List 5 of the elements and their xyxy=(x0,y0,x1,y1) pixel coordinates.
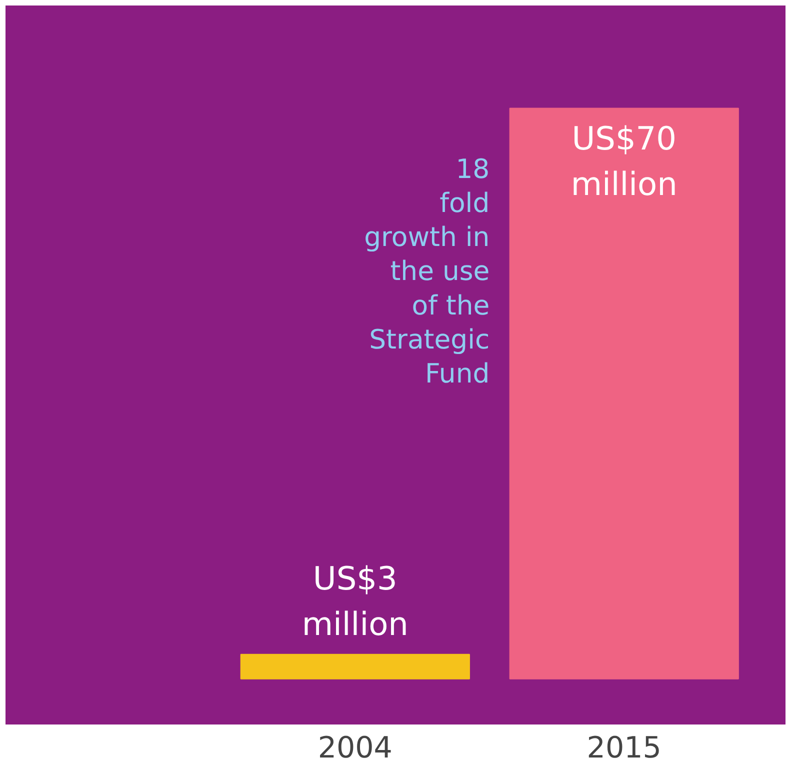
annotation: 18 fold growth in the use of the Strategic Fund xyxy=(364,154,490,390)
x-tick-label: 2004 xyxy=(318,730,392,764)
data-label: US$3 million xyxy=(302,559,408,643)
data-label: US$70 million xyxy=(570,120,678,204)
x-tick-label: 2015 xyxy=(586,730,662,764)
